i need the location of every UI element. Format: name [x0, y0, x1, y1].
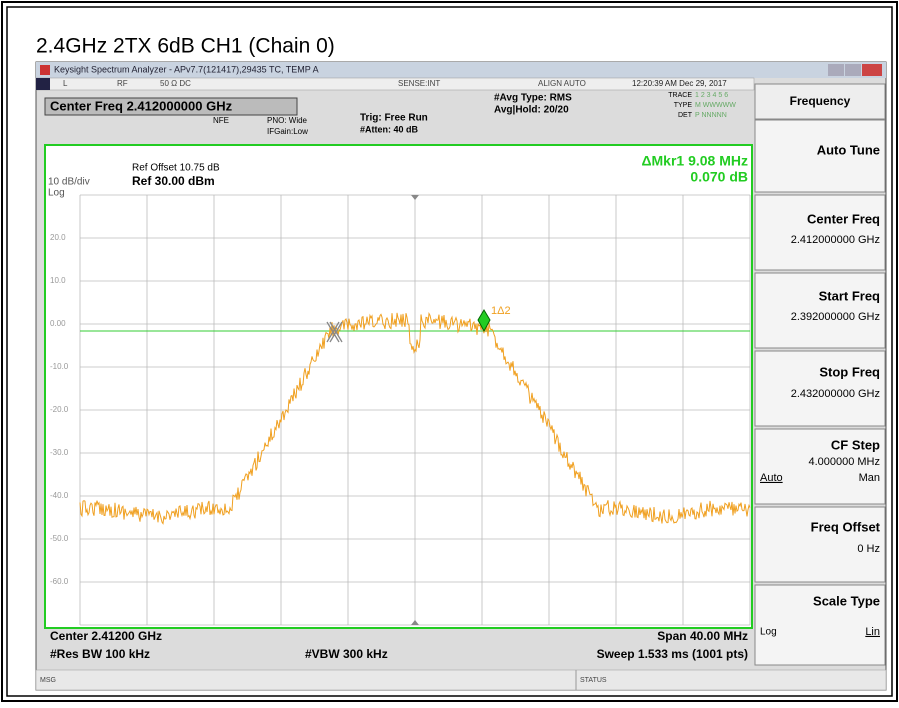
y-axis-label: -40.0 — [50, 491, 69, 500]
menu-label: Freq Offset — [811, 519, 881, 534]
nfe: NFE — [213, 116, 229, 125]
span: Span 40.00 MHz — [657, 629, 748, 643]
menu-value: 0 Hz — [857, 543, 880, 555]
y-axis-label: 0.00 — [50, 319, 66, 328]
sense: SENSE:INT — [398, 79, 440, 88]
type-val: M WWWWW — [695, 102, 736, 109]
menu-label: Auto Tune — [817, 142, 880, 157]
menu-option[interactable]: Log — [760, 627, 777, 638]
window-title: Keysight Spectrum Analyzer - APv7.7(1214… — [54, 64, 319, 74]
status: STATUS — [580, 677, 607, 684]
menu-button[interactable] — [754, 350, 886, 427]
menu-button[interactable] — [754, 506, 886, 583]
res-bw: #Res BW 100 kHz — [50, 647, 150, 661]
mode: L — [63, 79, 68, 88]
menu-button[interactable] — [754, 272, 886, 349]
menu-label: Center Freq — [807, 211, 880, 226]
marker-delta-icon — [477, 309, 491, 333]
ref-level: Ref 30.00 dBm — [132, 174, 215, 188]
y-axis-label: -50.0 — [50, 534, 69, 543]
atten: #Atten: 40 dB — [360, 124, 419, 134]
menu-button[interactable] — [754, 428, 886, 505]
y-axis-label: 10.0 — [50, 276, 66, 285]
grid — [79, 194, 751, 626]
display — [44, 144, 753, 629]
menu-option[interactable]: Man — [859, 472, 880, 484]
menu-button[interactable] — [754, 119, 886, 193]
max-button[interactable] — [845, 64, 861, 76]
scale: 10 dB/div — [48, 177, 90, 188]
menu-button[interactable] — [754, 194, 886, 271]
message-bar — [35, 669, 887, 691]
det-val: P NNNNN — [695, 112, 727, 119]
avg-hold: Avg|Hold: 20/20 — [494, 105, 569, 116]
y-axis-label: -20.0 — [50, 405, 69, 414]
trace-label: TRACE — [668, 92, 692, 99]
center-freq: Center Freq 2.412000000 GHz — [50, 98, 233, 113]
menu-header-box — [754, 83, 886, 120]
sweep: Sweep 1.533 ms (1001 pts) — [597, 647, 748, 661]
pno: PNO: Wide — [267, 116, 308, 125]
menu-button[interactable] — [754, 584, 886, 666]
trace — [79, 312, 751, 525]
menu-value: 4.000000 MHz — [808, 456, 880, 468]
menu: Frequency Auto Tune Center Freq 2.412000… — [754, 83, 886, 666]
menu-value: 2.432000000 GHz — [791, 388, 880, 400]
log-label: Log — [48, 188, 65, 199]
menu-option[interactable]: Lin — [865, 626, 880, 638]
menu-label: Stop Freq — [819, 364, 880, 379]
menu-value: 2.392000000 GHz — [791, 311, 880, 323]
center-freq-box — [44, 97, 298, 116]
menu-label: Start Freq — [819, 288, 880, 303]
title-bar — [36, 62, 886, 78]
marker-value: 0.070 dB — [690, 169, 748, 185]
min-button[interactable] — [828, 64, 844, 76]
menu-label: CF Step — [831, 437, 880, 452]
type-label: TYPE — [674, 102, 693, 109]
marker-ref — [326, 321, 343, 343]
ifgain: IFGain:Low — [267, 127, 308, 136]
marker-delta: ΔMkr1 9.08 MHz — [641, 153, 748, 169]
trig: Trig: Free Run — [360, 113, 428, 124]
input: 50 Ω DC — [160, 79, 191, 88]
menu-option[interactable]: Auto — [760, 472, 783, 484]
marker-label: 1Δ2 — [491, 305, 511, 317]
menu-header: Frequency — [790, 94, 851, 108]
avg-type: #Avg Type: RMS — [494, 93, 572, 104]
y-axis-label: -60.0 — [50, 577, 69, 586]
ref-offset: Ref Offset 10.75 dB — [132, 163, 220, 174]
mode-icon — [36, 78, 50, 90]
y-axis-label: -10.0 — [50, 362, 69, 371]
det-label: DET — [678, 112, 693, 119]
app-icon — [40, 65, 50, 75]
vbw: #VBW 300 kHz — [305, 647, 388, 661]
time: 12:20:39 AM Dec 29, 2017 — [632, 79, 727, 88]
center: Center 2.41200 GHz — [50, 629, 162, 643]
rf: RF — [117, 79, 128, 88]
y-axis-label: -30.0 — [50, 448, 69, 457]
menu-value: 2.412000000 GHz — [791, 234, 880, 246]
caption: 2.4GHz 2TX 6dB CH1 (Chain 0) — [36, 35, 335, 58]
y-axis-label: 20.0 — [50, 233, 66, 242]
align: ALIGN AUTO — [538, 79, 586, 88]
menu-label: Scale Type — [813, 593, 880, 608]
inner-frame — [6, 6, 893, 697]
trace-nums: 1 2 3 4 5 6 — [695, 92, 728, 99]
close-button[interactable] — [862, 64, 882, 76]
msg: MSG — [40, 677, 56, 684]
